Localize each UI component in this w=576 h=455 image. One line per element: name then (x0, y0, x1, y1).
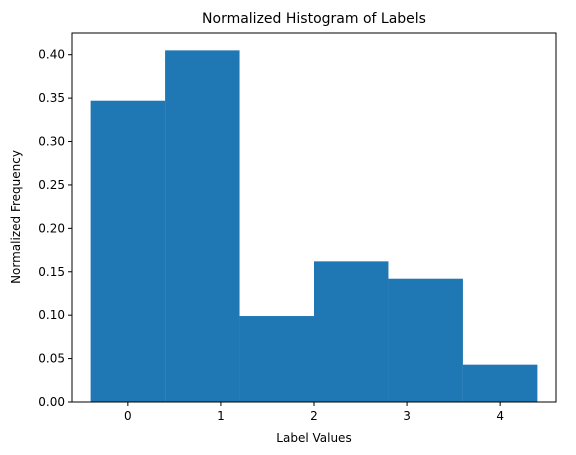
y-tick-label-4: 0.20 (38, 221, 65, 235)
bar-0 (90, 100, 166, 402)
x-axis-label: Label Values (276, 431, 351, 445)
y-tick-label-8: 0.40 (38, 48, 65, 62)
y-tick-label-2: 0.10 (38, 308, 65, 322)
x-tick-label-3: 3 (403, 409, 411, 423)
bar-3 (314, 261, 389, 402)
y-axis-ticks: 0.00 0.05 0.10 0.15 0.20 0.25 0.30 0.35 0.40 (38, 48, 72, 409)
bar-5 (462, 364, 538, 402)
x-tick-label-0: 0 (124, 409, 132, 423)
chart-title: Normalized Histogram of Labels (202, 11, 426, 27)
y-tick-label-3: 0.15 (38, 265, 65, 279)
x-axis-ticks: 0 1 2 3 4 (124, 402, 504, 423)
bar-1 (165, 50, 240, 402)
x-tick-label-1: 1 (217, 409, 225, 423)
x-tick-label-4: 4 (496, 409, 504, 423)
y-tick-label-6: 0.30 (38, 135, 65, 149)
y-axis-label: Normalized Frequency (9, 150, 23, 284)
x-tick-label-2: 2 (310, 409, 318, 423)
y-tick-label-1: 0.05 (38, 352, 65, 366)
y-tick-label-7: 0.35 (38, 91, 65, 105)
bars-group (90, 50, 538, 402)
plot-frame (71, 32, 557, 403)
bar-2 (239, 316, 314, 402)
y-tick-label-5: 0.25 (38, 178, 65, 192)
bar-4 (388, 278, 463, 402)
y-tick-label-0: 0.00 (38, 395, 65, 409)
